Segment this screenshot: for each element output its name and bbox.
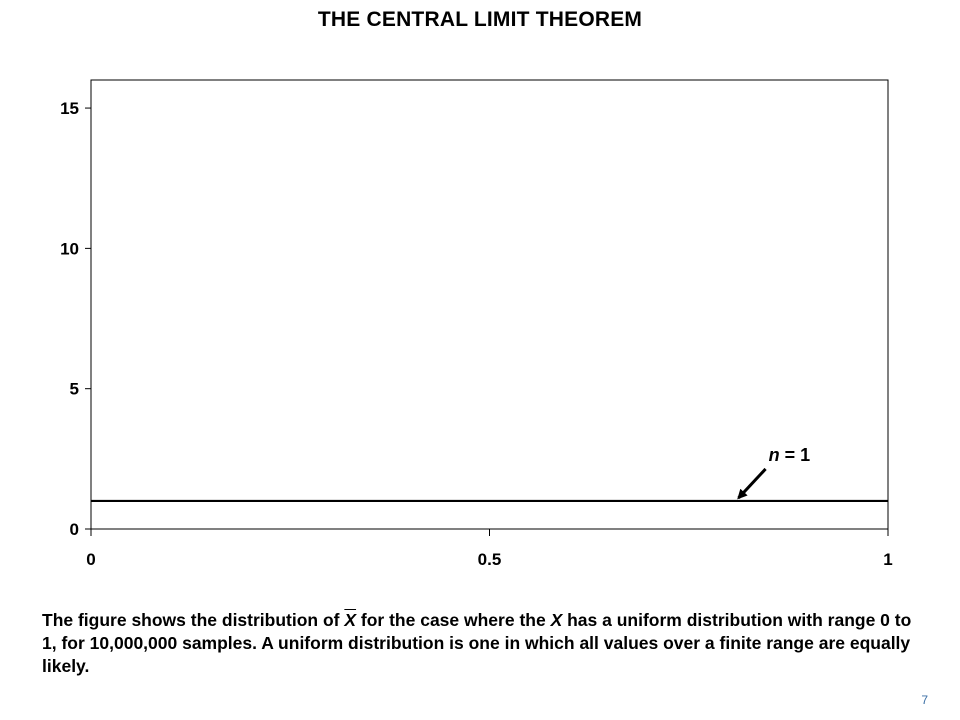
caption-xbar: X bbox=[344, 610, 357, 630]
x-tick-label: 0.5 bbox=[478, 550, 502, 569]
y-tick-label: 0 bbox=[70, 520, 79, 539]
caption-part2: for the case where the bbox=[356, 610, 551, 630]
annotation-label-value: = 1 bbox=[780, 445, 811, 465]
y-tick-label: 10 bbox=[60, 239, 79, 258]
caption-part1: The figure shows the distribution of bbox=[42, 610, 345, 630]
x-tick-label: 0 bbox=[86, 550, 95, 569]
slide-title: THE CENTRAL LIMIT THEOREM bbox=[317, 8, 643, 31]
page-number: 7 bbox=[921, 693, 928, 707]
annotation-arrow bbox=[737, 467, 767, 500]
caption-part3: has a uniform distribution with range 0 … bbox=[42, 610, 912, 676]
annotation-label: n = 1 bbox=[769, 445, 811, 465]
y-tick-label: 15 bbox=[60, 99, 79, 118]
caption-x-italic: X bbox=[550, 610, 563, 630]
x-tick-label: 1 bbox=[883, 550, 892, 569]
y-tick-label: 5 bbox=[70, 380, 79, 399]
caption: The figure shows the distribution of X f… bbox=[42, 609, 922, 678]
annotation-label-n: n bbox=[769, 445, 780, 465]
